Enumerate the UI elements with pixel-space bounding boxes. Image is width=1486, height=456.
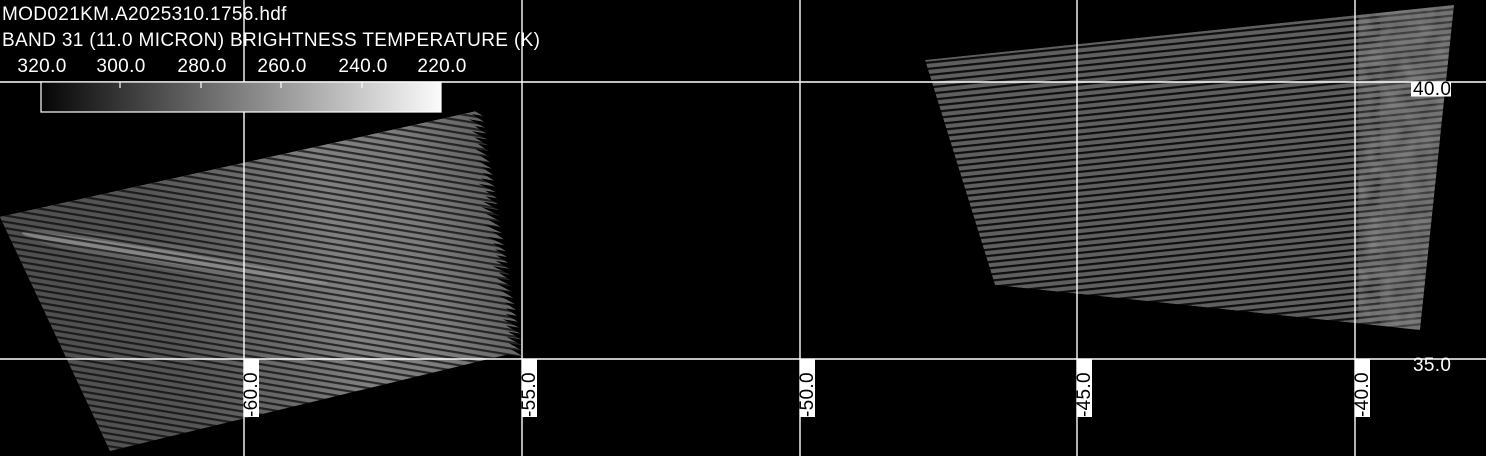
svg-text:40.0: 40.0 [1413,79,1451,100]
svg-text:35.0: 35.0 [1413,355,1451,376]
